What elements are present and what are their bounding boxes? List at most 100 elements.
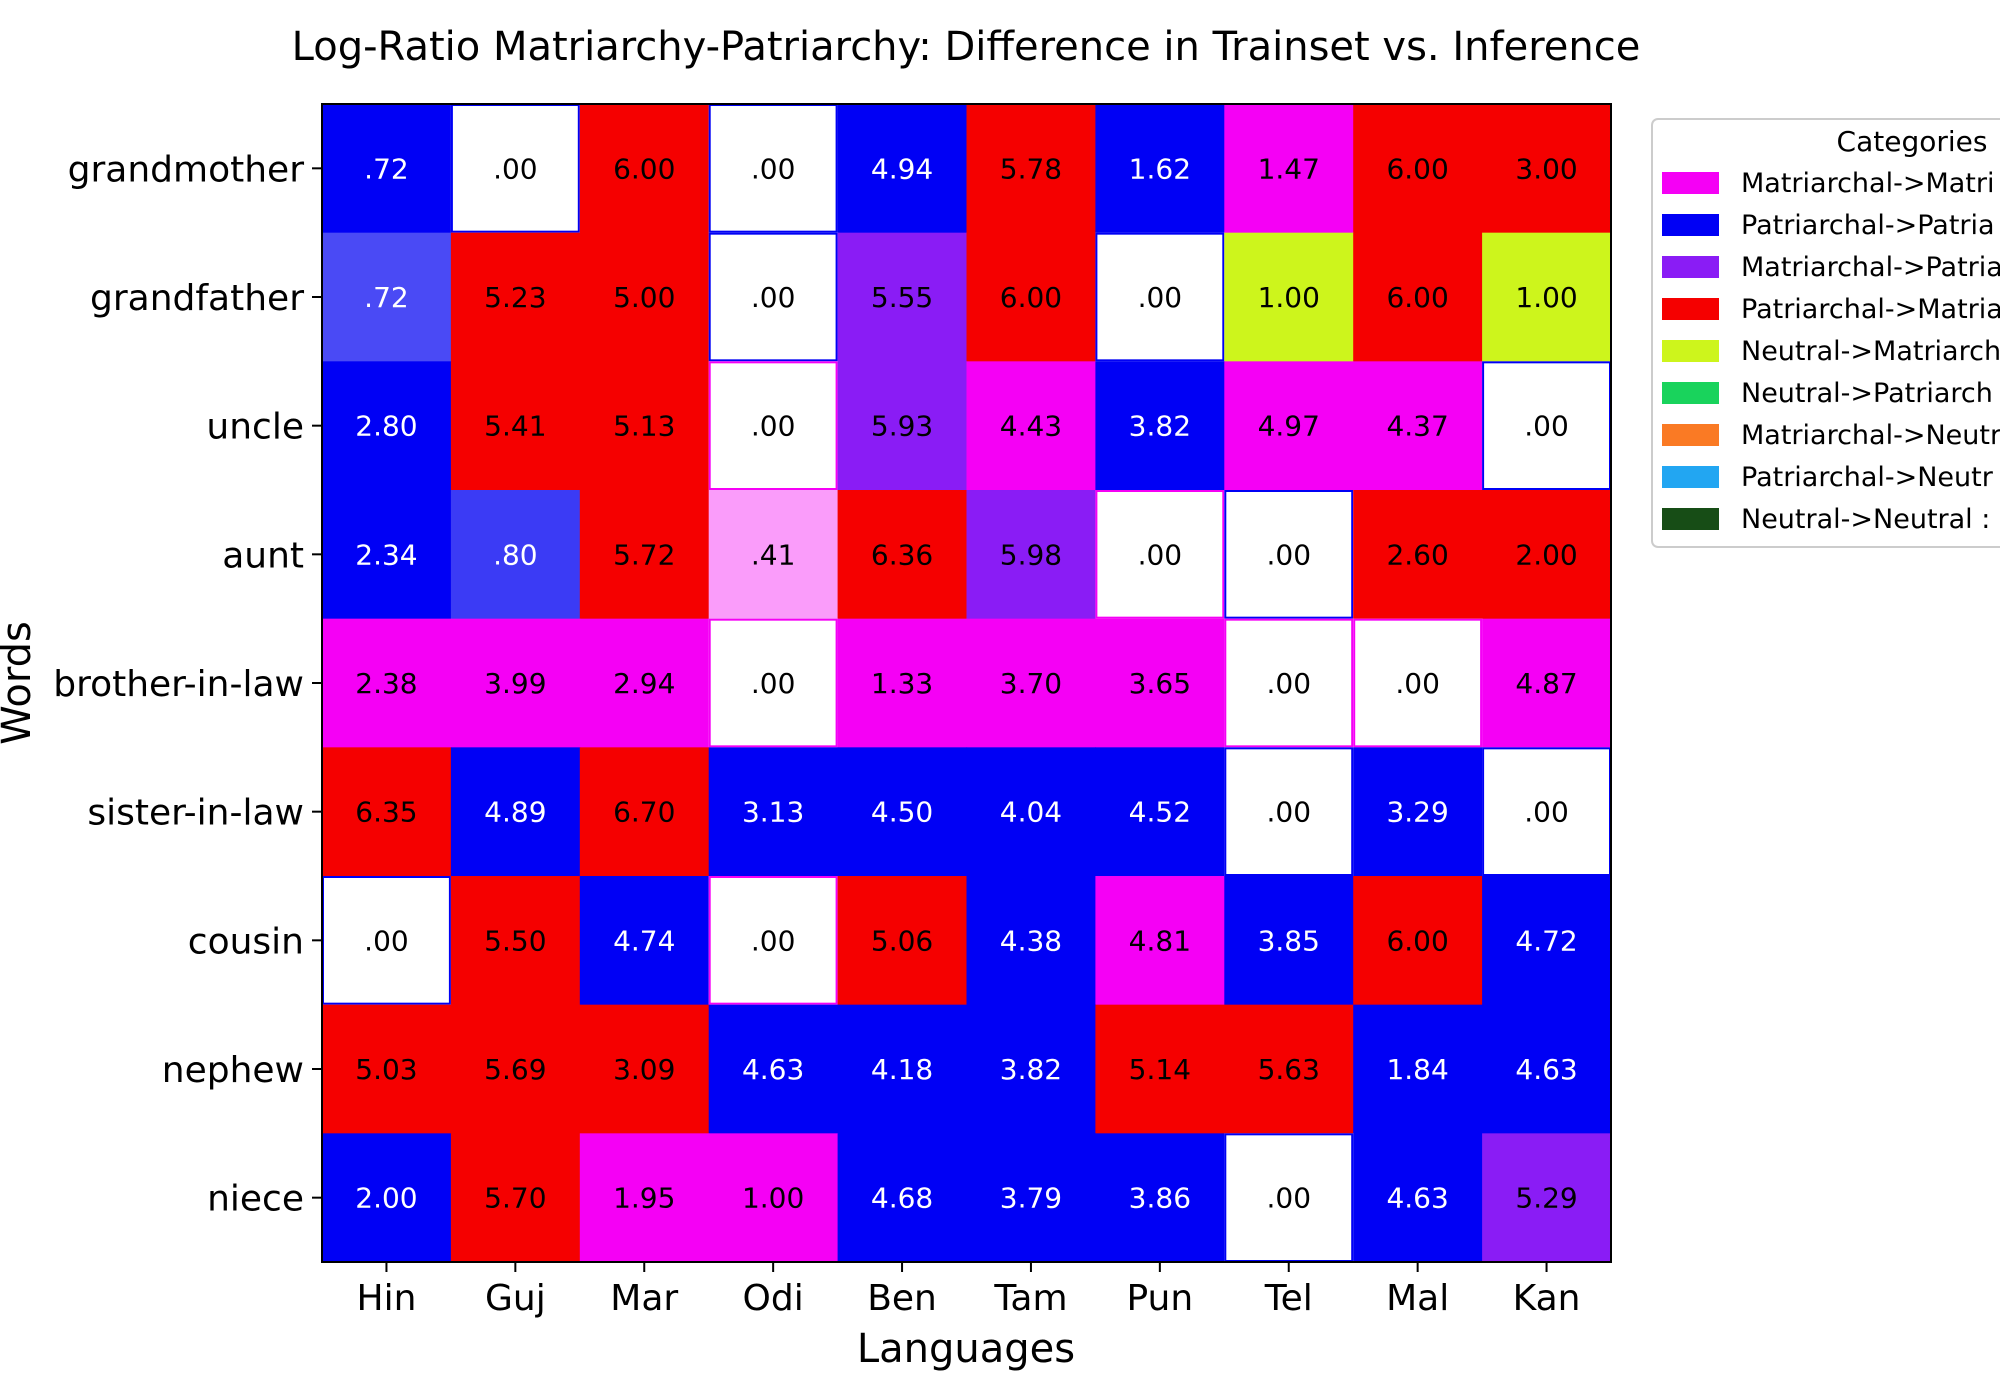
heatmap-cell-border (708, 876, 838, 1005)
heatmap-cell (966, 232, 1096, 362)
heatmap-cell-border (708, 232, 838, 362)
heatmap-cell (1353, 104, 1483, 234)
heatmap-cell (322, 104, 452, 234)
cell-value-label: 6.35 (355, 796, 417, 829)
heatmap-cell (579, 747, 710, 877)
heatmap-cell (450, 361, 581, 491)
cell-value-label: 3.86 (1129, 1182, 1191, 1215)
cell-value-label: 5.03 (355, 1053, 417, 1086)
heatmap-cell-border (708, 618, 838, 748)
y-tick-label: niece (207, 1179, 304, 1220)
heatmap-cell-border (1224, 747, 1354, 876)
cell-value-label: 4.37 (1386, 410, 1448, 443)
cell-value-label: .80 (493, 538, 538, 571)
heatmap-cell (837, 1133, 968, 1263)
cell-value-label: 4.38 (1000, 924, 1062, 957)
heatmap-cell (322, 490, 452, 620)
cell-value-label: 4.89 (484, 796, 546, 829)
heatmap-cell (1482, 876, 1612, 1006)
cell-value-label: 2.80 (355, 410, 417, 443)
heatmap-cell (1224, 1133, 1354, 1263)
heatmap-cell (1224, 490, 1354, 620)
cell-value-label: .00 (364, 924, 409, 957)
cell-value-label: 2.00 (1515, 538, 1577, 571)
heatmap-cell (1224, 618, 1354, 748)
heatmap-cell (1224, 104, 1354, 234)
cell-value-label: .00 (751, 152, 796, 185)
cell-value-label: .00 (1266, 538, 1311, 571)
cell-value-label: 1.62 (1129, 152, 1191, 185)
heatmap-cell (322, 1004, 452, 1134)
legend-swatch (1662, 424, 1719, 446)
cell-value-label: 2.34 (355, 538, 417, 571)
heatmap-cell (322, 618, 452, 748)
heatmap-cell (322, 876, 452, 1006)
heatmap-cell (450, 618, 581, 748)
heatmap-cell (579, 104, 710, 234)
heatmap-cell (450, 876, 581, 1006)
heatmap-cell (1224, 876, 1354, 1006)
legend: Categories Matriarchal->Matri Patriarchal… (1651, 118, 2000, 548)
cell-value-label: 5.93 (871, 410, 933, 443)
heatmap-cell (708, 618, 839, 748)
x-axis-label: Languages (857, 1326, 1075, 1372)
cell-value-label: 6.00 (1386, 924, 1448, 957)
heatmap-cell (966, 618, 1096, 748)
cell-value-label: .00 (1266, 796, 1311, 829)
cell-value-label: 5.50 (484, 924, 546, 957)
x-tick-label: Mar (610, 1278, 678, 1319)
legend-swatch (1662, 382, 1719, 404)
cell-value-label: .00 (1266, 667, 1311, 700)
y-tick-label: grandmother (68, 149, 305, 190)
cell-value-label: 3.82 (1129, 410, 1191, 443)
legend-label: Matriarchal->Patria (1741, 252, 2000, 283)
heatmap-cell (708, 490, 839, 620)
cell-value-label: 4.97 (1258, 410, 1320, 443)
legend-swatch (1662, 466, 1719, 488)
y-axis-label: Words (0, 621, 40, 745)
x-tick-label: Guj (485, 1278, 546, 1319)
heatmap-cell (837, 104, 968, 234)
heatmap-cell (708, 104, 839, 234)
column-tick-labels: Hin Guj Mar Odi Ben Tam Pun Tel Mal Kan (357, 1262, 1580, 1319)
heatmap-cell (966, 747, 1096, 877)
heatmap-cell (1353, 618, 1483, 748)
cell-value-label: 4.94 (871, 152, 933, 185)
legend-title: Categories (1837, 125, 1988, 158)
heatmap-cell (450, 232, 581, 362)
heatmap-cell (1482, 104, 1612, 234)
heatmap-cell (1224, 232, 1354, 362)
y-tick-label: uncle (206, 407, 304, 448)
cell-value-label: 5.23 (484, 281, 546, 314)
cell-value-label: 3.00 (1515, 152, 1577, 185)
cell-value-label: 5.72 (613, 538, 675, 571)
legend-label: Matriarchal->Matri (1741, 168, 1994, 199)
heatmap-cell (837, 232, 968, 362)
legend-label: Patriarchal->Patria (1741, 210, 1995, 241)
heatmap-cell-border (1095, 490, 1225, 619)
legend-swatch (1662, 214, 1719, 236)
cell-value-label: 3.09 (613, 1053, 675, 1086)
heatmap-cell (1095, 747, 1225, 877)
heatmap-cell-border (1224, 618, 1354, 748)
cell-value-label: .00 (751, 924, 796, 957)
heatmap-cell (1095, 618, 1225, 748)
cell-value-label: .00 (1138, 538, 1183, 571)
heatmap-cell (708, 232, 839, 362)
heatmap-cell (1224, 747, 1354, 877)
heatmap-cell-border (708, 361, 838, 491)
cell-value-label: 5.63 (1258, 1053, 1320, 1086)
legend-label: Patriarchal->Matria (1741, 294, 2000, 325)
heatmap-cell (1482, 1004, 1612, 1134)
legend-swatch (1662, 508, 1719, 530)
cell-value-label: 1.33 (871, 667, 933, 700)
cell-value-label: 4.68 (871, 1182, 933, 1215)
cell-value-label: 1.47 (1258, 152, 1320, 185)
cell-value-label: .00 (1524, 410, 1569, 443)
cell-value-label: 2.60 (1386, 538, 1448, 571)
heatmap-cell (1482, 361, 1612, 491)
heatmap-cell (1353, 232, 1483, 362)
cell-value-label: .72 (364, 281, 409, 314)
cell-value-label: .72 (364, 152, 409, 185)
heatmap-cell (966, 1133, 1096, 1263)
